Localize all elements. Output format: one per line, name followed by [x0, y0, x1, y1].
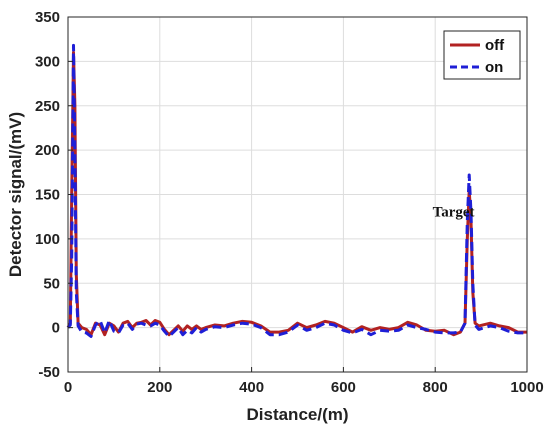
y-tick-label: 350 [35, 9, 60, 26]
annotation-target-label: Target [433, 205, 475, 221]
y-tick-label: 200 [35, 142, 60, 159]
series-line-off [66, 51, 527, 337]
annotations: Target [433, 205, 475, 221]
x-tick-label: 200 [147, 379, 172, 396]
x-tick-label: 600 [331, 379, 356, 396]
x-tick-label: 0 [64, 379, 72, 396]
series-lines [66, 43, 527, 338]
axis-ticks: 0 200 400 600 800 1000-5005010015020025030035… [35, 9, 544, 396]
x-tick-label: 800 [423, 379, 448, 396]
y-axis-label: Detector signal/(mV) [6, 112, 25, 277]
y-tick-label: 0 [52, 320, 60, 337]
legend-box [443, 30, 521, 80]
y-tick-label: 300 [35, 53, 60, 70]
legend-label-on: on [485, 59, 503, 76]
y-tick-label: 250 [35, 98, 60, 115]
x-tick-label: 400 [239, 379, 264, 396]
legend-label-off: off [485, 37, 505, 54]
y-tick-label: 150 [35, 187, 60, 204]
x-axis-label: Distance/(m) [246, 405, 348, 424]
y-tick-label: 100 [35, 231, 60, 248]
y-tick-label: 50 [43, 275, 60, 292]
series-line-on [66, 43, 527, 338]
y-tick-label: -50 [38, 364, 60, 381]
x-tick-label: 1000 [510, 379, 543, 396]
legend[interactable]: off on [443, 30, 521, 80]
